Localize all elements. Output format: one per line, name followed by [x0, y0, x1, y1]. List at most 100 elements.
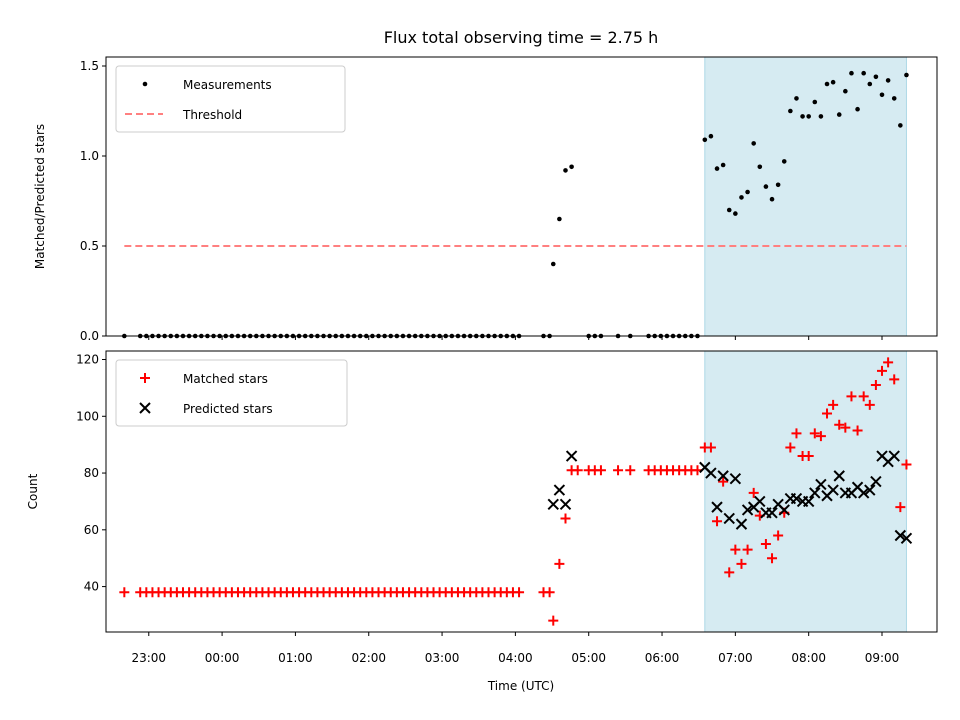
matched-star-point: [895, 502, 906, 513]
predicted-star-point: [729, 473, 742, 485]
matched-star-point: [514, 587, 525, 598]
legend-label: Matched stars: [183, 372, 268, 386]
matched-star-point: [554, 558, 565, 569]
predicted-star-point: [870, 475, 882, 488]
y-axis-label-top: Matched/Predicted stars: [33, 124, 47, 269]
matched-star-point: [119, 587, 130, 598]
matched-star-point: [901, 459, 912, 470]
matched-star-point: [773, 530, 784, 541]
measurement-point: [830, 79, 836, 85]
matched-star-point: [736, 558, 747, 569]
matched-star-point: [815, 431, 826, 442]
x-tick-label: 07:00: [718, 651, 753, 665]
matched-star-point: [742, 544, 753, 555]
legend-box: [115, 65, 346, 133]
y-tick-label: 0.5: [80, 239, 99, 253]
legend-label: Measurements: [183, 78, 272, 92]
x-tick-label: 01:00: [278, 651, 313, 665]
measurement-point: [702, 137, 708, 143]
predicted-star-point: [735, 518, 748, 530]
x-tick-label: 04:00: [498, 651, 533, 665]
predicted-star-point: [833, 470, 845, 482]
predicted-star-point: [888, 450, 900, 462]
measurement-point: [891, 96, 897, 101]
matched-star-point: [883, 357, 894, 368]
measurement-point: [849, 70, 854, 76]
y-tick-label: 120: [76, 353, 99, 367]
measurement-point: [763, 184, 769, 189]
x-tick-label: 06:00: [645, 651, 680, 665]
predicted-star-point: [766, 507, 778, 519]
measurement-point: [745, 189, 750, 195]
matched-star-point: [791, 428, 802, 439]
matched-star-point: [548, 615, 559, 626]
matched-star-point: [724, 567, 735, 578]
predicted-star-point: [900, 532, 913, 545]
chart-title: Flux total observing time = 2.75 h: [384, 28, 659, 47]
matched-star-point: [705, 442, 716, 453]
y-ticks-top: 0.0 0.5 1.0 1.5: [80, 59, 106, 343]
matched-star-point: [572, 465, 583, 476]
matched-star-point: [625, 465, 636, 476]
matched-star-point: [846, 391, 857, 402]
x-tick-label: 02:00: [351, 651, 386, 665]
matched-star-point: [864, 399, 875, 410]
y-ticks-bottom: 40 60 80 100 120: [76, 353, 106, 594]
predicted-star-point: [553, 484, 566, 496]
predicted-star-point: [717, 470, 729, 482]
measurement-point: [781, 159, 787, 164]
matched-star-point: [834, 419, 845, 430]
predicted-star-point: [815, 478, 827, 491]
measurement-point: [726, 207, 732, 213]
x-axis-label: Time (UTC): [487, 679, 554, 693]
matched-star-point: [840, 422, 851, 433]
predicted-star-point: [857, 487, 870, 499]
predicted-star-point: [894, 529, 907, 542]
predicted-star-point: [741, 504, 754, 516]
predicted-star-point: [559, 498, 572, 510]
measurement-point: [861, 70, 866, 76]
predicted-star-point: [711, 501, 723, 513]
predicted-star-point: [864, 484, 876, 496]
x-tick-label: 00:00: [205, 651, 240, 665]
legend-bottom: Matched stars Predicted stars: [115, 359, 348, 427]
measurement-point: [733, 211, 738, 216]
measurement-point: [794, 96, 799, 101]
measurement-point: [836, 112, 842, 117]
measurement-point: [788, 108, 793, 114]
measurement-point: [757, 164, 763, 170]
matched-star-point: [718, 476, 729, 487]
predicted-star-point: [778, 504, 790, 516]
matched-star-point: [785, 442, 796, 453]
top-panel: 0.0 0.5 1.0 1.5 Matched/Predicted stars Mea…: [33, 56, 938, 343]
x-tick-label: 09:00: [865, 651, 900, 665]
bottom-panel: 40 60 80 100 120 23:00 00:00 01:00 02:00 03:00 04…: [26, 350, 938, 665]
x-tick-label: 23:00: [131, 651, 166, 665]
matched-star-point: [877, 365, 888, 376]
matched-star-point: [560, 513, 571, 524]
measurement-point: [904, 72, 909, 78]
legend-top: Measurements Threshold: [115, 65, 346, 133]
matched-star-point: [748, 487, 759, 498]
matched-star-point: [803, 451, 814, 462]
measurement-point: [569, 164, 574, 170]
matched-star-point: [822, 408, 833, 419]
y-tick-label: 60: [84, 523, 99, 537]
y-tick-label: 80: [84, 466, 99, 480]
predicted-star-point: [547, 498, 559, 510]
matched-star-point: [730, 544, 741, 555]
predicted-star-point: [723, 512, 735, 525]
x-tick-label: 03:00: [425, 651, 460, 665]
x-tick-label: 08:00: [791, 651, 826, 665]
matched-star-point: [870, 380, 881, 391]
predicted-star-point: [790, 492, 803, 505]
x-tick-label: 05:00: [571, 651, 606, 665]
matched-star-point: [858, 391, 869, 402]
matched-star-point: [595, 465, 606, 476]
legend-label: Predicted stars: [183, 402, 273, 416]
legend-swatch: [139, 402, 151, 414]
y-tick-label: 0.0: [80, 329, 99, 343]
predicted-star-point: [827, 484, 839, 496]
axes-frame-bottom: [105, 350, 938, 633]
measurement-point: [898, 123, 903, 128]
